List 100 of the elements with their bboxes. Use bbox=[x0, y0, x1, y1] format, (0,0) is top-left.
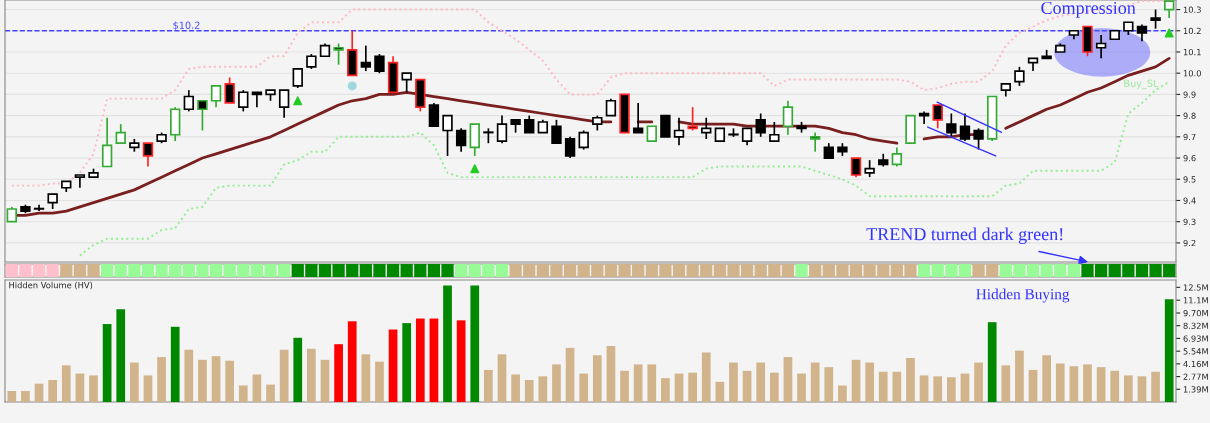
candlestick bbox=[564, 135, 576, 159]
y-tick-label: 9.4 bbox=[1183, 197, 1196, 204]
bar bbox=[797, 373, 806, 402]
candlestick bbox=[238, 89, 249, 113]
y-tick-label: 1.39M bbox=[1183, 386, 1208, 393]
bar bbox=[729, 362, 738, 402]
bar bbox=[946, 377, 956, 402]
ref-line-label: $10.2 bbox=[173, 21, 200, 31]
candlestick bbox=[197, 99, 208, 132]
y-tick-label: 9.3 bbox=[1183, 218, 1196, 225]
bar bbox=[851, 359, 861, 402]
candlestick bbox=[101, 116, 113, 168]
bar bbox=[266, 384, 275, 402]
y-tick-label: 5.54M bbox=[1183, 348, 1208, 355]
bar bbox=[620, 370, 629, 402]
candlestick bbox=[360, 44, 372, 72]
bar bbox=[1028, 369, 1038, 402]
candlestick bbox=[469, 123, 480, 157]
y-tick-label: 9.5 bbox=[1183, 176, 1196, 183]
y-tick-label: 10.2 bbox=[1183, 27, 1201, 35]
bar bbox=[824, 367, 834, 402]
bar bbox=[7, 390, 17, 402]
bar bbox=[1151, 371, 1160, 402]
bar bbox=[484, 369, 493, 402]
bar bbox=[1164, 299, 1174, 402]
candlestick bbox=[442, 114, 453, 157]
bar bbox=[238, 385, 248, 402]
line-series bbox=[78, 80, 1171, 257]
annotation: Buy_SL bbox=[1124, 79, 1159, 90]
chart-title: Hidden Volume (HV) bbox=[9, 281, 93, 290]
candlestick bbox=[769, 121, 780, 142]
bar bbox=[919, 375, 929, 402]
annotation: Hidden Buying bbox=[976, 288, 1070, 303]
y-tick-label: 9.7 bbox=[1183, 133, 1196, 141]
bar bbox=[21, 390, 30, 402]
candlestick bbox=[496, 114, 508, 145]
candlestick bbox=[850, 157, 862, 178]
bar bbox=[225, 360, 235, 402]
bar bbox=[783, 357, 793, 402]
bar bbox=[688, 372, 697, 402]
candlestick bbox=[333, 42, 344, 66]
bar bbox=[1096, 367, 1106, 402]
bar bbox=[361, 354, 371, 402]
bar bbox=[769, 372, 779, 402]
bar bbox=[1001, 365, 1011, 402]
bar bbox=[157, 357, 166, 402]
point bbox=[470, 164, 480, 174]
bar bbox=[415, 318, 425, 402]
candlestick bbox=[74, 174, 86, 189]
y-tick-label: 2.77M bbox=[1183, 373, 1208, 380]
bar bbox=[170, 326, 180, 402]
bar bbox=[402, 323, 412, 402]
bar bbox=[960, 373, 970, 402]
bar bbox=[307, 348, 316, 402]
y-tick-label: 10.1 bbox=[1183, 48, 1201, 56]
candlestick bbox=[973, 127, 984, 151]
point bbox=[1164, 28, 1174, 38]
bar bbox=[701, 352, 711, 402]
bar bbox=[538, 376, 548, 402]
y-tick-label: 4.16M bbox=[1183, 360, 1208, 368]
bar bbox=[511, 374, 520, 402]
candlestick bbox=[959, 112, 971, 142]
y-tick-label: 11.1M bbox=[1183, 297, 1208, 304]
bar bbox=[933, 376, 943, 402]
bar bbox=[1123, 375, 1133, 402]
bar bbox=[211, 356, 221, 402]
bar bbox=[375, 361, 384, 402]
bar bbox=[116, 309, 126, 402]
bar bbox=[497, 354, 507, 402]
candlestick bbox=[551, 119, 562, 145]
candlestick bbox=[210, 85, 222, 108]
y-tick-label: 12.5M bbox=[1183, 284, 1208, 291]
bar bbox=[198, 359, 207, 402]
bar bbox=[102, 324, 112, 402]
candlestick bbox=[1095, 34, 1107, 60]
candlestick bbox=[428, 102, 440, 128]
bar bbox=[89, 375, 98, 402]
candlestick bbox=[115, 123, 126, 145]
bar bbox=[347, 321, 357, 402]
bar bbox=[334, 344, 343, 402]
candlestick bbox=[142, 142, 154, 168]
bar bbox=[293, 337, 303, 402]
candlestick bbox=[374, 53, 385, 75]
bar bbox=[1137, 376, 1147, 402]
bar bbox=[279, 349, 289, 402]
bar bbox=[1015, 350, 1024, 402]
candlestick bbox=[946, 112, 957, 138]
candlestick bbox=[183, 89, 195, 113]
bar bbox=[987, 322, 997, 402]
bar bbox=[552, 364, 561, 402]
y-tick-label: 8.32M bbox=[1183, 322, 1208, 329]
bar bbox=[524, 379, 534, 402]
bar bbox=[592, 355, 602, 402]
candlestick bbox=[891, 146, 903, 168]
point bbox=[347, 81, 357, 91]
bar bbox=[1110, 370, 1120, 402]
bar bbox=[892, 371, 902, 402]
bar bbox=[579, 373, 589, 402]
y-tick-label: 9.6 bbox=[1183, 155, 1196, 162]
candlestick bbox=[578, 129, 589, 151]
